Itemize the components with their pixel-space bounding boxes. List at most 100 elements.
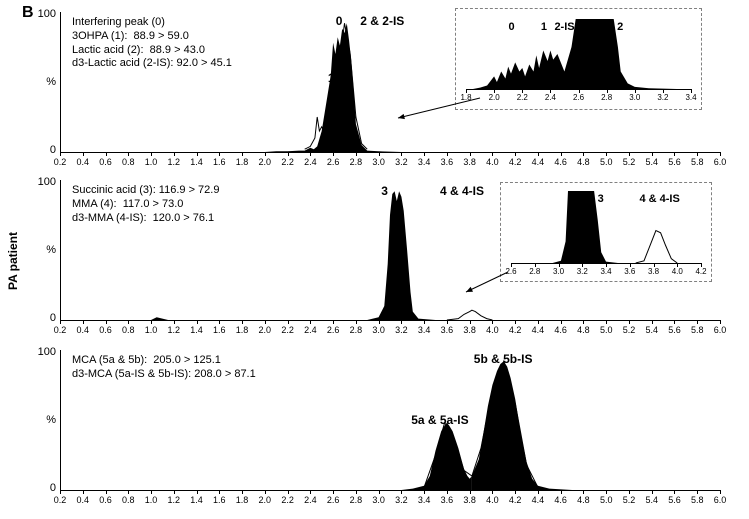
x-tick-label: 4.6: [550, 495, 572, 505]
x-tick-label: 1.8: [231, 325, 253, 335]
x-tick: [424, 490, 425, 494]
inset-x-tick-label: 2.4: [540, 93, 560, 102]
inset-x-tick-label: 2.6: [501, 267, 521, 276]
x-tick-label: 2.0: [254, 325, 276, 335]
x-tick: [538, 152, 539, 156]
x-tick: [629, 152, 630, 156]
x-tick-label: 3.8: [459, 495, 481, 505]
inset-x-tick-label: 3.0: [549, 267, 569, 276]
x-tick: [652, 152, 653, 156]
x-tick: [197, 490, 198, 494]
x-tick-label: 4.8: [572, 157, 594, 167]
x-tick: [401, 320, 402, 324]
y-tick-0: 0: [30, 144, 56, 156]
x-tick-label: 2.8: [345, 325, 367, 335]
x-tick: [265, 490, 266, 494]
x-tick-label: 0.8: [117, 157, 139, 167]
panel1-annotation: 2 & 2-IS: [360, 14, 404, 28]
panel2-inset-annotation: 3: [598, 193, 604, 205]
x-tick-label: 4.6: [550, 325, 572, 335]
x-tick-label: 0.2: [49, 157, 71, 167]
x-tick: [333, 320, 334, 324]
x-tick: [265, 320, 266, 324]
x-tick-label: 1.6: [208, 325, 230, 335]
x-tick: [310, 490, 311, 494]
x-tick: [515, 490, 516, 494]
x-tick: [606, 320, 607, 324]
x-tick: [561, 152, 562, 156]
x-tick: [242, 490, 243, 494]
inset-x-tick-label: 3.2: [653, 93, 673, 102]
x-tick-label: 1.0: [140, 495, 162, 505]
x-tick-label: 1.8: [231, 157, 253, 167]
panel3-annotation: 5a & 5a-IS: [411, 413, 468, 427]
x-tick-label: 0.6: [95, 325, 117, 335]
x-tick: [379, 152, 380, 156]
x-tick-label: 5.2: [618, 157, 640, 167]
x-tick-label: 3.8: [459, 325, 481, 335]
x-tick-label: 3.4: [413, 157, 435, 167]
inset-x-tick-label: 3.0: [625, 93, 645, 102]
panel1-annotation: 0: [336, 14, 343, 28]
x-tick: [151, 320, 152, 324]
x-tick-label: 6.0: [709, 157, 731, 167]
x-tick: [606, 152, 607, 156]
x-tick: [106, 152, 107, 156]
x-tick: [310, 320, 311, 324]
x-tick-label: 0.6: [95, 157, 117, 167]
x-tick-label: 1.8: [231, 495, 253, 505]
x-tick: [219, 320, 220, 324]
x-tick: [720, 320, 721, 324]
x-tick: [583, 152, 584, 156]
x-tick-label: 5.6: [663, 495, 685, 505]
x-tick: [583, 320, 584, 324]
x-tick: [583, 490, 584, 494]
x-tick: [197, 320, 198, 324]
x-tick-label: 4.4: [527, 325, 549, 335]
x-tick-label: 3.0: [368, 495, 390, 505]
x-tick: [174, 320, 175, 324]
x-tick-label: 5.4: [641, 495, 663, 505]
x-tick-label: 0.8: [117, 495, 139, 505]
x-tick-label: 3.6: [436, 495, 458, 505]
x-tick-label: 1.6: [208, 157, 230, 167]
x-tick: [447, 152, 448, 156]
figure-root: { "panelLabel": "B", "sideLabel": "PA pa…: [0, 0, 749, 519]
inset-x-tick-label: 1.8: [456, 93, 476, 102]
x-tick-label: 1.4: [186, 157, 208, 167]
x-tick: [674, 152, 675, 156]
x-tick: [447, 320, 448, 324]
x-tick: [674, 490, 675, 494]
x-tick: [356, 152, 357, 156]
x-tick: [379, 490, 380, 494]
x-tick: [652, 490, 653, 494]
x-tick-label: 0.6: [95, 495, 117, 505]
x-tick-label: 0.4: [72, 325, 94, 335]
x-tick-label: 6.0: [709, 495, 731, 505]
x-tick-label: 5.8: [686, 157, 708, 167]
x-tick: [401, 490, 402, 494]
x-tick: [219, 152, 220, 156]
x-tick: [674, 320, 675, 324]
x-tick: [197, 152, 198, 156]
x-tick: [288, 320, 289, 324]
x-tick-label: 3.2: [390, 157, 412, 167]
x-tick: [538, 490, 539, 494]
x-tick: [447, 490, 448, 494]
x-tick: [538, 320, 539, 324]
x-tick: [288, 152, 289, 156]
x-tick-label: 0.4: [72, 495, 94, 505]
x-tick: [697, 320, 698, 324]
x-tick-label: 0.8: [117, 325, 139, 335]
x-tick-label: 3.6: [436, 157, 458, 167]
x-tick-label: 4.2: [504, 495, 526, 505]
x-tick-label: 2.8: [345, 495, 367, 505]
panel3-annotation: 5b & 5b-IS: [474, 352, 533, 366]
y-tick-100: 100: [30, 176, 56, 188]
x-tick-label: 4.8: [572, 495, 594, 505]
panel2-annotation: 4 & 4-IS: [440, 184, 484, 198]
x-tick: [424, 152, 425, 156]
x-tick: [515, 152, 516, 156]
x-tick-label: 4.6: [550, 157, 572, 167]
inset-x-tick-label: 3.4: [596, 267, 616, 276]
